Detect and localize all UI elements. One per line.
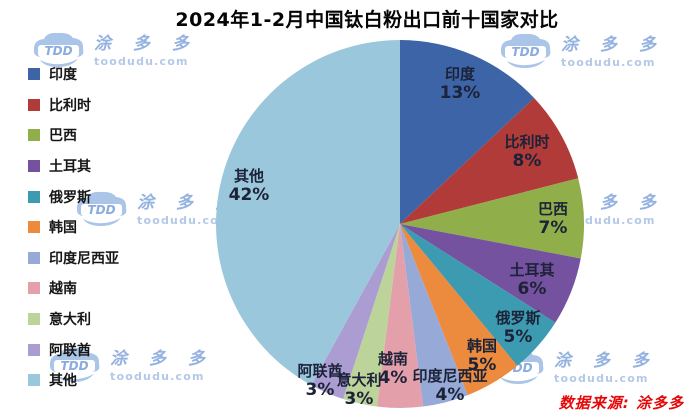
legend-item-label: 其他 <box>49 373 77 390</box>
legend-item-label: 韩国 <box>49 220 77 237</box>
watermark-domain-text: toodudu.com <box>94 54 189 68</box>
legend-swatch <box>28 343 40 356</box>
pie-slice-其他 <box>216 40 400 386</box>
watermark-brand-text: 涂 多 多 <box>94 33 197 54</box>
watermark: TDD 涂 多 多 toodudu.com <box>497 31 664 73</box>
watermark-brand-text: 涂 多 多 <box>110 348 213 369</box>
legend-swatch <box>28 160 40 173</box>
svg-text:TDD: TDD <box>44 44 72 58</box>
legend-item-韩国: 韩国 <box>28 212 119 243</box>
watermark-brand-text: 涂 多 多 <box>561 34 664 55</box>
pie-slice-印度 <box>400 40 535 224</box>
legend-item-比利时: 比利时 <box>28 90 119 121</box>
legend-swatch <box>28 68 40 81</box>
pie-slice-比利时 <box>400 98 579 224</box>
legend: 印度 比利时 巴西 土耳其 俄罗斯 韩国 印度尼西亚 越南 意大利 阿联酋 其他 <box>28 59 119 396</box>
watermark-domain-text: toodudu.com <box>561 213 656 227</box>
watermark-domain-text: toodudu.com <box>110 369 205 383</box>
watermark-brand-text: 涂 多 多 <box>137 192 240 213</box>
legend-item-label: 印度尼西亚 <box>49 250 119 267</box>
watermark: TDD 涂 多 多 toodudu.com <box>30 30 197 72</box>
pie-slice-巴西 <box>400 178 585 259</box>
pie-slice-阿联酋 <box>311 224 400 399</box>
legend-swatch <box>28 251 40 264</box>
pie-slice-印度尼西亚 <box>400 224 468 407</box>
legend-item-label: 土耳其 <box>49 159 91 176</box>
legend-item-俄罗斯: 俄罗斯 <box>28 181 119 212</box>
data-source-note: 数据来源: 涂多多 <box>558 394 684 412</box>
legend-swatch <box>28 129 40 142</box>
pie-slice-意大利 <box>343 224 400 407</box>
watermark-domain-text: toodudu.com <box>554 371 649 385</box>
legend-swatch <box>28 98 40 111</box>
legend-item-label: 比利时 <box>49 97 91 114</box>
watermark-brand-text: 涂 多 多 <box>561 192 664 213</box>
pie-slice-俄罗斯 <box>400 224 556 366</box>
legend-item-label: 印度 <box>49 67 77 84</box>
pie-slice-韩国 <box>400 224 518 396</box>
legend-swatch <box>28 313 40 326</box>
legend-item-label: 阿联酋 <box>49 342 91 359</box>
watermark-brand-text: 涂 多 多 <box>554 350 657 371</box>
legend-item-阿联酋: 阿联酋 <box>28 334 119 365</box>
legend-swatch <box>28 190 40 203</box>
svg-text:TDD: TDD <box>60 359 88 373</box>
chart-title: 2024年1-2月中国钛白粉出口前十国家对比 <box>175 9 559 31</box>
watermark: TDD 涂 多 多 toodudu.com <box>73 189 240 231</box>
tdd-cloud-logo-icon: TDD <box>76 191 127 226</box>
svg-text:TDD: TDD <box>511 45 539 59</box>
legend-swatch <box>28 221 40 234</box>
legend-item-越南: 越南 <box>28 273 119 304</box>
legend-item-巴西: 巴西 <box>28 120 119 151</box>
legend-item-印度尼西亚: 印度尼西亚 <box>28 243 119 274</box>
watermark-domain-text: toodudu.com <box>561 55 656 69</box>
legend-item-label: 意大利 <box>49 312 91 329</box>
watermark: TDD 涂 多 多 toodudu.com <box>46 345 213 387</box>
svg-text:TDD: TDD <box>87 203 115 217</box>
legend-item-其他: 其他 <box>28 365 119 396</box>
pie-slice-越南 <box>376 224 424 409</box>
legend-item-意大利: 意大利 <box>28 304 119 335</box>
legend-item-label: 越南 <box>49 281 77 298</box>
pie-slice-土耳其 <box>400 224 581 323</box>
legend-swatch <box>28 282 40 295</box>
legend-item-label: 巴西 <box>49 128 77 145</box>
legend-item-印度: 印度 <box>28 59 119 90</box>
tdd-cloud-logo-icon: TDD <box>500 33 551 68</box>
legend-item-土耳其: 土耳其 <box>28 151 119 182</box>
legend-item-label: 俄罗斯 <box>49 189 91 206</box>
legend-swatch <box>28 374 40 387</box>
tdd-cloud-logo-icon: TDD <box>33 32 84 67</box>
tdd-cloud-logo-icon: TDD <box>49 347 100 382</box>
watermark-domain-text: toodudu.com <box>137 213 232 227</box>
